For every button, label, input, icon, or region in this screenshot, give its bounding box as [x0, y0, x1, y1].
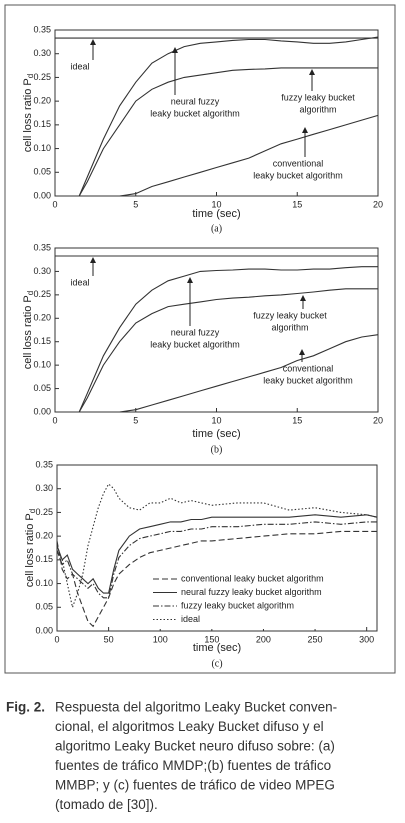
y-axis-label: cell loss ratio Pd [22, 74, 35, 152]
x-axis-label: time (sec) [193, 642, 241, 654]
legend-label: conventional leaky bucket algorithm [181, 573, 324, 583]
legend-label: neural fuzzy leaky bucket algorithm [181, 587, 322, 597]
annotation: leaky bucket algorithm [150, 339, 240, 349]
annotation: neural fuzzy [171, 96, 220, 106]
y-tick-label: 0.10 [33, 143, 51, 153]
legend-box [149, 569, 344, 629]
x-tick-label: 250 [308, 634, 323, 644]
x-axis-label: time (sec) [192, 428, 240, 440]
panel-label: (a) [211, 223, 222, 234]
series-line [78, 67, 378, 197]
y-tick-label: 0.30 [33, 48, 51, 58]
y-tick-label: 0.00 [33, 406, 51, 416]
y-axis-label: cell loss ratio Pd [22, 291, 35, 369]
y-tick-label: 0.35 [33, 24, 51, 34]
caption-label: Fig. 2. [6, 700, 45, 715]
x-tick-label: 0 [52, 415, 57, 425]
x-tick-label: 20 [373, 199, 383, 209]
y-axis-label-subscript: d [26, 291, 35, 295]
y-tick-label: 0.35 [33, 242, 51, 252]
series-line [79, 114, 379, 197]
y-tick-label: 0.10 [35, 578, 53, 588]
y-axis-label: cell loss ratio Pd [24, 509, 37, 587]
annotation: algorithm [299, 104, 336, 114]
legend-label: ideal [181, 614, 200, 624]
y-tick-label: 0.05 [33, 383, 51, 393]
x-tick-label: 15 [292, 415, 302, 425]
x-tick-label: 10 [211, 199, 221, 209]
series-line [56, 483, 378, 610]
y-tick-label: 0.25 [33, 72, 51, 82]
series-line [56, 521, 377, 599]
x-tick-label: 10 [211, 415, 221, 425]
x-tick-label: 100 [153, 634, 168, 644]
annotation: conventional [283, 363, 334, 373]
y-tick-label: 0.15 [33, 119, 51, 129]
y-axis-label-text: cell loss ratio P [24, 513, 36, 587]
x-tick-label: 5 [133, 199, 138, 209]
y-tick-label: 0.00 [35, 625, 53, 635]
annotation: algorithm [271, 322, 308, 332]
annotation: neural fuzzy [171, 327, 220, 337]
caption-line: MMBP; y (c) fuentes de tráfico de video … [55, 778, 335, 793]
y-tick-label: 0.15 [35, 554, 53, 564]
y-tick-label: 0.25 [33, 289, 51, 299]
y-axis-label-text: cell loss ratio P [22, 78, 34, 152]
annotation: fuzzy leaky bucket [253, 310, 327, 320]
y-tick-label: 0.05 [33, 167, 51, 177]
series-line [56, 530, 377, 628]
y-axis-label-subscript: d [26, 74, 35, 78]
series-line [78, 288, 378, 413]
panel-label: (b) [211, 444, 223, 455]
caption-line: Respuesta del algoritmo Leaky Bucket con… [55, 700, 337, 715]
annotation: conventional [273, 158, 324, 168]
annotation: fuzzy leaky bucket [281, 92, 355, 102]
panel-label: (c) [211, 658, 222, 669]
caption-line: cional, el algoritmos Leaky Bucket difus… [55, 719, 324, 734]
x-tick-label: 50 [104, 634, 114, 644]
x-tick-label: 5 [133, 415, 138, 425]
x-tick-label: 0 [54, 634, 59, 644]
y-tick-label: 0.30 [35, 483, 53, 493]
annotation: leaky bucket algorithm [263, 375, 353, 385]
y-tick-label: 0.25 [35, 507, 53, 517]
annotation: leaky bucket algorithm [253, 170, 343, 180]
x-tick-label: 0 [52, 199, 57, 209]
series-line [79, 334, 379, 413]
x-tick-label: 15 [292, 199, 302, 209]
y-tick-label: 0.05 [35, 602, 53, 612]
x-tick-label: 150 [204, 634, 219, 644]
x-tick-label: 20 [373, 415, 383, 425]
caption-line: algoritmo Leaky Bucket neuro difuso sobr… [55, 739, 335, 754]
figure-border [4, 4, 396, 674]
annotation: ideal [70, 61, 89, 71]
x-tick-label: 200 [256, 634, 271, 644]
y-tick-label: 0.10 [33, 360, 51, 370]
y-tick-label: 0.30 [33, 266, 51, 276]
y-tick-label: 0.35 [35, 459, 53, 469]
x-axis-label: time (sec) [192, 208, 240, 220]
y-tick-label: 0.15 [33, 336, 51, 346]
annotation: ideal [70, 277, 89, 287]
y-tick-label: 0.20 [33, 96, 51, 106]
y-tick-label: 0.20 [35, 531, 53, 541]
x-tick-label: 300 [359, 634, 374, 644]
legend-label: fuzzy leaky bucket algorithm [181, 600, 294, 610]
series-line [78, 266, 378, 413]
y-axis-label-subscript: d [28, 509, 37, 513]
y-tick-label: 0.00 [33, 190, 51, 200]
series-line [78, 36, 379, 197]
caption-line: fuentes de tráfico MMDP;(b) fuentes de t… [55, 758, 331, 773]
annotation: leaky bucket algorithm [150, 108, 240, 118]
y-axis-label-text: cell loss ratio P [22, 295, 34, 369]
y-tick-label: 0.20 [33, 313, 51, 323]
plot-frame [56, 464, 378, 632]
series-line [56, 514, 378, 594]
caption-line: (tomado de [30]). [55, 797, 158, 812]
